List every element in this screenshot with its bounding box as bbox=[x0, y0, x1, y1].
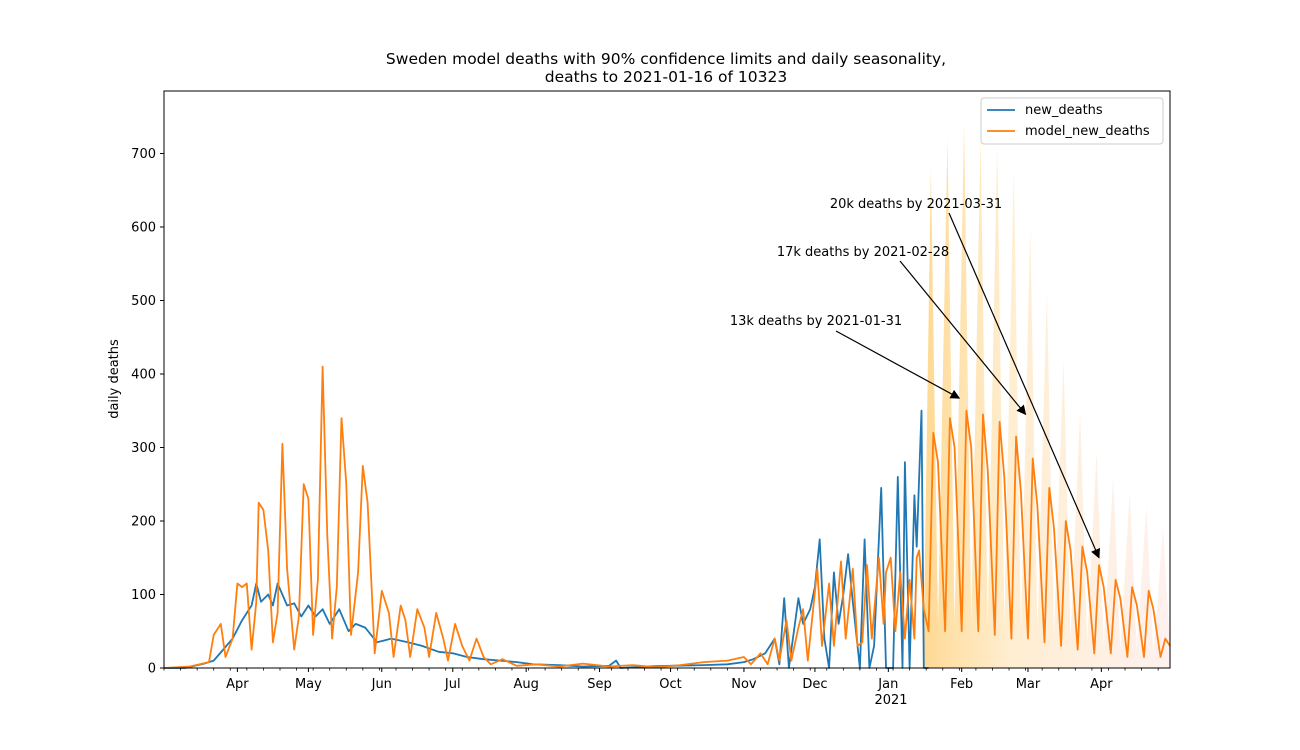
x-tick-label-5: Sep bbox=[587, 677, 612, 692]
legend-label-model-new-deaths: model_new_deaths bbox=[1025, 124, 1150, 139]
series-line-model-new-deaths bbox=[163, 365, 1171, 669]
x-tick-label-6: Oct bbox=[659, 677, 681, 692]
y-tick-label-500: 500 bbox=[131, 294, 156, 309]
x-tick-label-8: Dec bbox=[802, 677, 827, 692]
x-tick-label-7: Nov bbox=[731, 677, 757, 692]
x-tick-label-2: Jun bbox=[371, 677, 392, 692]
chart-title-line-1: Sweden model deaths with 90% confidence … bbox=[386, 50, 946, 68]
y-tick-label-600: 600 bbox=[131, 220, 156, 235]
y-axis-ticks: 0 100 200 300 400 500 600 700 bbox=[131, 147, 164, 677]
y-tick-label-300: 300 bbox=[131, 441, 156, 456]
x-tick-label-11: Mar bbox=[1016, 677, 1041, 692]
x-tick-label-10: Feb bbox=[950, 677, 973, 692]
annotation-text-1: 20k deaths by 2021-03-31 bbox=[830, 197, 1002, 212]
x-tick-label-12: Apr bbox=[1090, 677, 1113, 692]
y-tick-label-100: 100 bbox=[131, 588, 156, 603]
annotation-arrow-2 bbox=[899, 260, 1027, 416]
x-tick-label-9: Jan bbox=[877, 677, 898, 692]
x-tick-label-1: May bbox=[295, 677, 322, 692]
annotation-arrow-1 bbox=[948, 212, 1100, 559]
y-tick-label-400: 400 bbox=[131, 367, 156, 382]
x-axis-ticks: Apr May Jun Jul Aug Sep Oct Nov Dec Jan Feb Mar Apr bbox=[163, 668, 1159, 692]
x-tick-label-0: Apr bbox=[226, 677, 249, 692]
annotation-layer: 20k deaths by 2021-03-31 17k deaths by 20… bbox=[730, 197, 1100, 559]
confidence-band-area bbox=[923, 124, 1170, 669]
series-layer bbox=[163, 365, 1171, 669]
x-year-label: 2021 bbox=[874, 693, 907, 708]
y-axis-label: daily deaths bbox=[107, 339, 122, 419]
y-tick-label-700: 700 bbox=[131, 147, 156, 162]
annotation-text-3: 13k deaths by 2021-01-31 bbox=[730, 314, 902, 329]
y-tick-label-0: 0 bbox=[148, 662, 156, 677]
confidence-band-layer bbox=[923, 124, 1170, 669]
chart-title-line-2: deaths to 2021-01-16 of 10323 bbox=[545, 68, 787, 86]
x-tick-label-4: Aug bbox=[513, 677, 538, 692]
annotation-arrow-3 bbox=[835, 330, 961, 399]
legend: new_deaths model_new_deaths bbox=[980, 97, 1164, 145]
plot-frame bbox=[163, 90, 1171, 669]
annotation-text-2: 17k deaths by 2021-02-28 bbox=[777, 245, 949, 260]
legend-box bbox=[980, 97, 1164, 145]
y-tick-label-200: 200 bbox=[131, 514, 156, 529]
legend-label-new-deaths: new_deaths bbox=[1025, 103, 1103, 118]
x-tick-label-3: Jul bbox=[444, 677, 461, 692]
